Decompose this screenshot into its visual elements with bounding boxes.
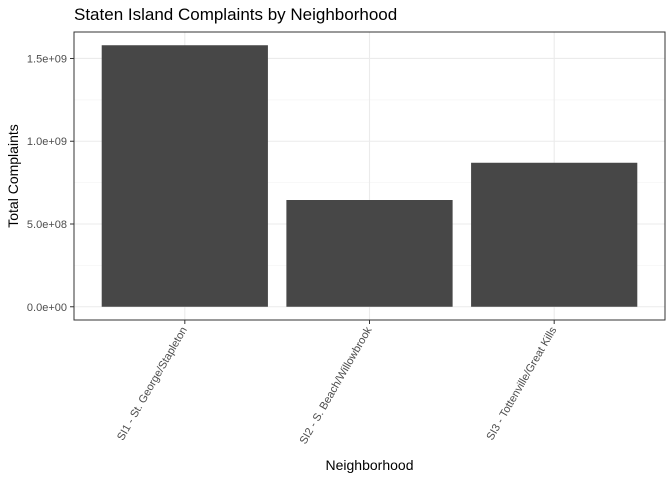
bar xyxy=(471,162,638,307)
bar xyxy=(101,45,268,307)
x-axis: SI1 - St. George/Stapleton SI2 - S. Beach… xyxy=(115,320,560,446)
x-tick-label: SI3 - Tottenville/Great Kills xyxy=(485,325,560,443)
y-tick-label: 1.5e+09 xyxy=(27,53,67,65)
chart-title: Staten Island Complaints by Neighborhood xyxy=(74,5,397,24)
x-axis-title: Neighborhood xyxy=(326,457,414,473)
y-axis-title: Total Complaints xyxy=(5,124,21,228)
bar xyxy=(286,200,453,307)
bars xyxy=(101,45,638,307)
y-tick-label: 5.0e+08 xyxy=(27,219,67,231)
y-tick-label: 1.0e+09 xyxy=(27,136,67,148)
y-tick-label: 0.0e+00 xyxy=(27,302,67,314)
x-tick-label: SI2 - S. Beach/Willowbrook xyxy=(298,325,375,447)
y-axis: 0.0e+00 5.0e+08 1.0e+09 1.5e+09 xyxy=(27,53,74,314)
x-tick-label: SI1 - St. George/Stapleton xyxy=(115,325,190,443)
